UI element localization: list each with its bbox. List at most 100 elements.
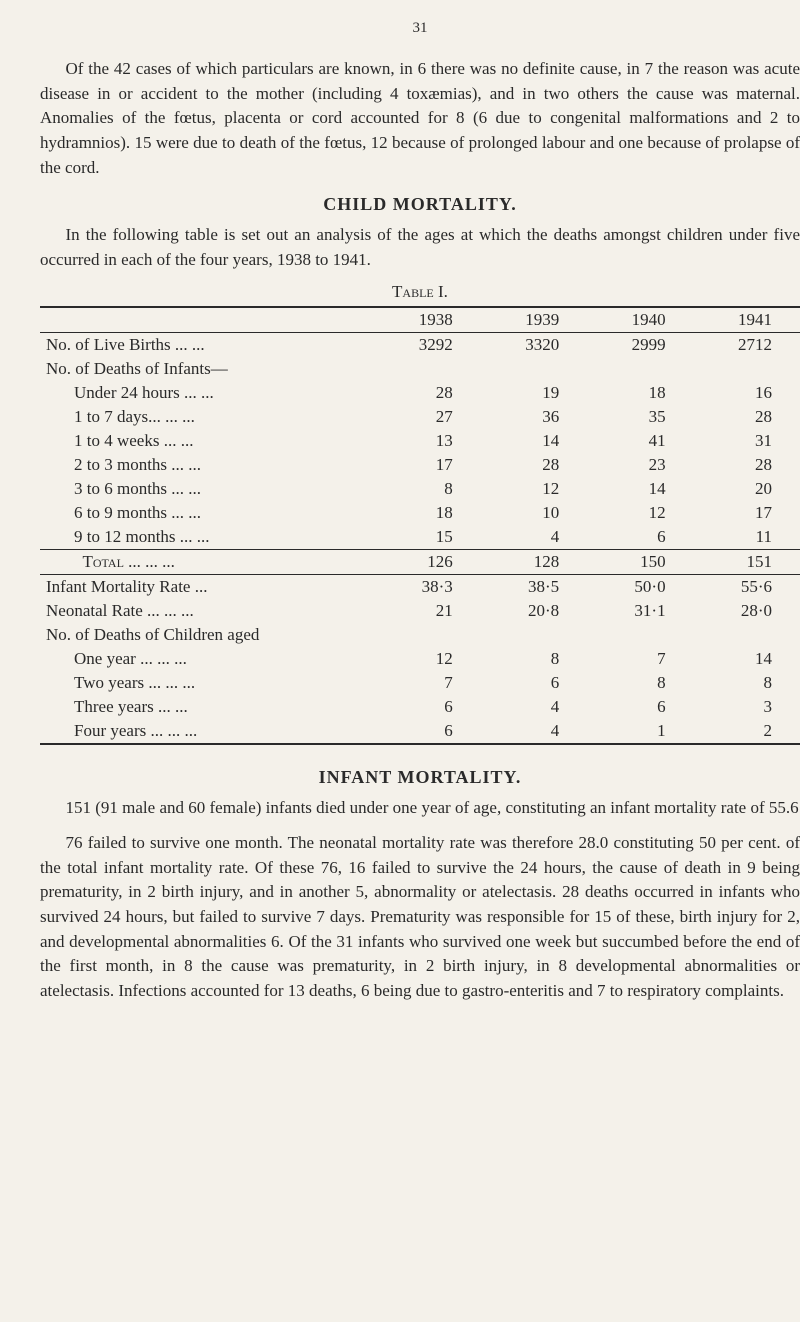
row-value: 11 — [694, 525, 800, 550]
heading-child-mortality: CHILD MORTALITY. — [40, 194, 800, 215]
row-value: 17 — [374, 453, 480, 477]
row-value: 2 — [694, 719, 800, 744]
row-value: 4 — [481, 719, 587, 744]
header-year: 1939 — [481, 307, 587, 333]
table-row: Three years ... ...6463 — [40, 695, 800, 719]
row-value: 7 — [374, 671, 480, 695]
row-value: 6 — [587, 525, 693, 550]
row-value: 128 — [481, 550, 587, 575]
row-label: One year ... ... ... — [40, 647, 374, 671]
heading-infant-mortality: INFANT MORTALITY. — [40, 767, 800, 788]
row-label: 3 to 6 months ... ... — [40, 477, 374, 501]
row-value: 35 — [587, 405, 693, 429]
row-value: 27 — [374, 405, 480, 429]
row-value: 4 — [481, 525, 587, 550]
paragraph-4: 76 failed to survive one month. The neon… — [40, 831, 800, 1003]
row-value: 19 — [481, 381, 587, 405]
row-value: 151 — [694, 550, 800, 575]
table-row: 1 to 4 weeks ... ...13144131 — [40, 429, 800, 453]
row-label: Total ... ... ... — [40, 550, 374, 575]
row-value: 126 — [374, 550, 480, 575]
header-year: 1940 — [587, 307, 693, 333]
paragraph-3: 151 (91 male and 60 female) infants died… — [40, 796, 800, 821]
table-row: Infant Mortality Rate ...38·338·550·055·… — [40, 575, 800, 600]
table-row: 2 to 3 months ... ...17282328 — [40, 453, 800, 477]
row-value — [481, 623, 587, 647]
table-row: One year ... ... ...128714 — [40, 647, 800, 671]
row-value: 7 — [587, 647, 693, 671]
row-value: 12 — [481, 477, 587, 501]
row-value: 8 — [374, 477, 480, 501]
row-label: 1 to 4 weeks ... ... — [40, 429, 374, 453]
row-value: 21 — [374, 599, 480, 623]
row-value — [587, 623, 693, 647]
row-value: 2999 — [587, 333, 693, 358]
table-row: No. of Deaths of Infants— — [40, 357, 800, 381]
row-value: 28 — [694, 405, 800, 429]
row-value: 14 — [587, 477, 693, 501]
row-value: 3320 — [481, 333, 587, 358]
row-value: 20 — [694, 477, 800, 501]
row-label: Two years ... ... ... — [40, 671, 374, 695]
table-row: 3 to 6 months ... ...8121420 — [40, 477, 800, 501]
header-year: 1941 — [694, 307, 800, 333]
row-value: 6 — [587, 695, 693, 719]
row-value: 16 — [694, 381, 800, 405]
row-value: 28 — [374, 381, 480, 405]
row-value: 31 — [694, 429, 800, 453]
row-value: 6 — [481, 671, 587, 695]
row-value: 38·5 — [481, 575, 587, 600]
table-row: No. of Deaths of Children aged — [40, 623, 800, 647]
row-value: 14 — [694, 647, 800, 671]
row-label: No. of Live Births ... ... — [40, 333, 374, 358]
row-value: 12 — [587, 501, 693, 525]
row-value — [587, 357, 693, 381]
row-value: 15 — [374, 525, 480, 550]
row-value: 20·8 — [481, 599, 587, 623]
row-value: 28 — [481, 453, 587, 477]
row-value: 14 — [481, 429, 587, 453]
row-label: Three years ... ... — [40, 695, 374, 719]
row-label: No. of Deaths of Infants— — [40, 357, 374, 381]
row-value: 28·0 — [694, 599, 800, 623]
row-label: Under 24 hours ... ... — [40, 381, 374, 405]
row-value — [374, 623, 480, 647]
row-value: 10 — [481, 501, 587, 525]
row-value: 17 — [694, 501, 800, 525]
row-value: 23 — [587, 453, 693, 477]
row-label: No. of Deaths of Children aged — [40, 623, 374, 647]
row-value: 13 — [374, 429, 480, 453]
row-label: Neonatal Rate ... ... ... — [40, 599, 374, 623]
row-value: 18 — [587, 381, 693, 405]
row-label: Infant Mortality Rate ... — [40, 575, 374, 600]
row-value: 1 — [587, 719, 693, 744]
row-value: 38·3 — [374, 575, 480, 600]
row-value: 2712 — [694, 333, 800, 358]
table-caption: Table I. — [40, 282, 800, 302]
row-value: 36 — [481, 405, 587, 429]
row-value: 31·1 — [587, 599, 693, 623]
table-row: Two years ... ... ...7688 — [40, 671, 800, 695]
row-label: 2 to 3 months ... ... — [40, 453, 374, 477]
row-label: 9 to 12 months ... ... — [40, 525, 374, 550]
row-value: 3 — [694, 695, 800, 719]
page-number: 31 — [40, 20, 800, 37]
row-value: 150 — [587, 550, 693, 575]
table-header-row: 1938 1939 1940 1941 — [40, 307, 800, 333]
paragraph-2: In the following table is set out an ana… — [40, 223, 800, 272]
header-year: 1938 — [374, 307, 480, 333]
table-row: Under 24 hours ... ...28191816 — [40, 381, 800, 405]
row-value: 6 — [374, 719, 480, 744]
row-label: Four years ... ... ... — [40, 719, 374, 744]
row-value: 55·6 — [694, 575, 800, 600]
row-value: 8 — [587, 671, 693, 695]
row-value: 50·0 — [587, 575, 693, 600]
row-value: 18 — [374, 501, 480, 525]
row-value: 4 — [481, 695, 587, 719]
document-page: 31 Of the 42 cases of which particulars … — [0, 0, 800, 1054]
row-value: 6 — [374, 695, 480, 719]
header-blank — [40, 307, 374, 333]
table-row: Four years ... ... ...6412 — [40, 719, 800, 744]
row-value — [694, 357, 800, 381]
row-value: 28 — [694, 453, 800, 477]
